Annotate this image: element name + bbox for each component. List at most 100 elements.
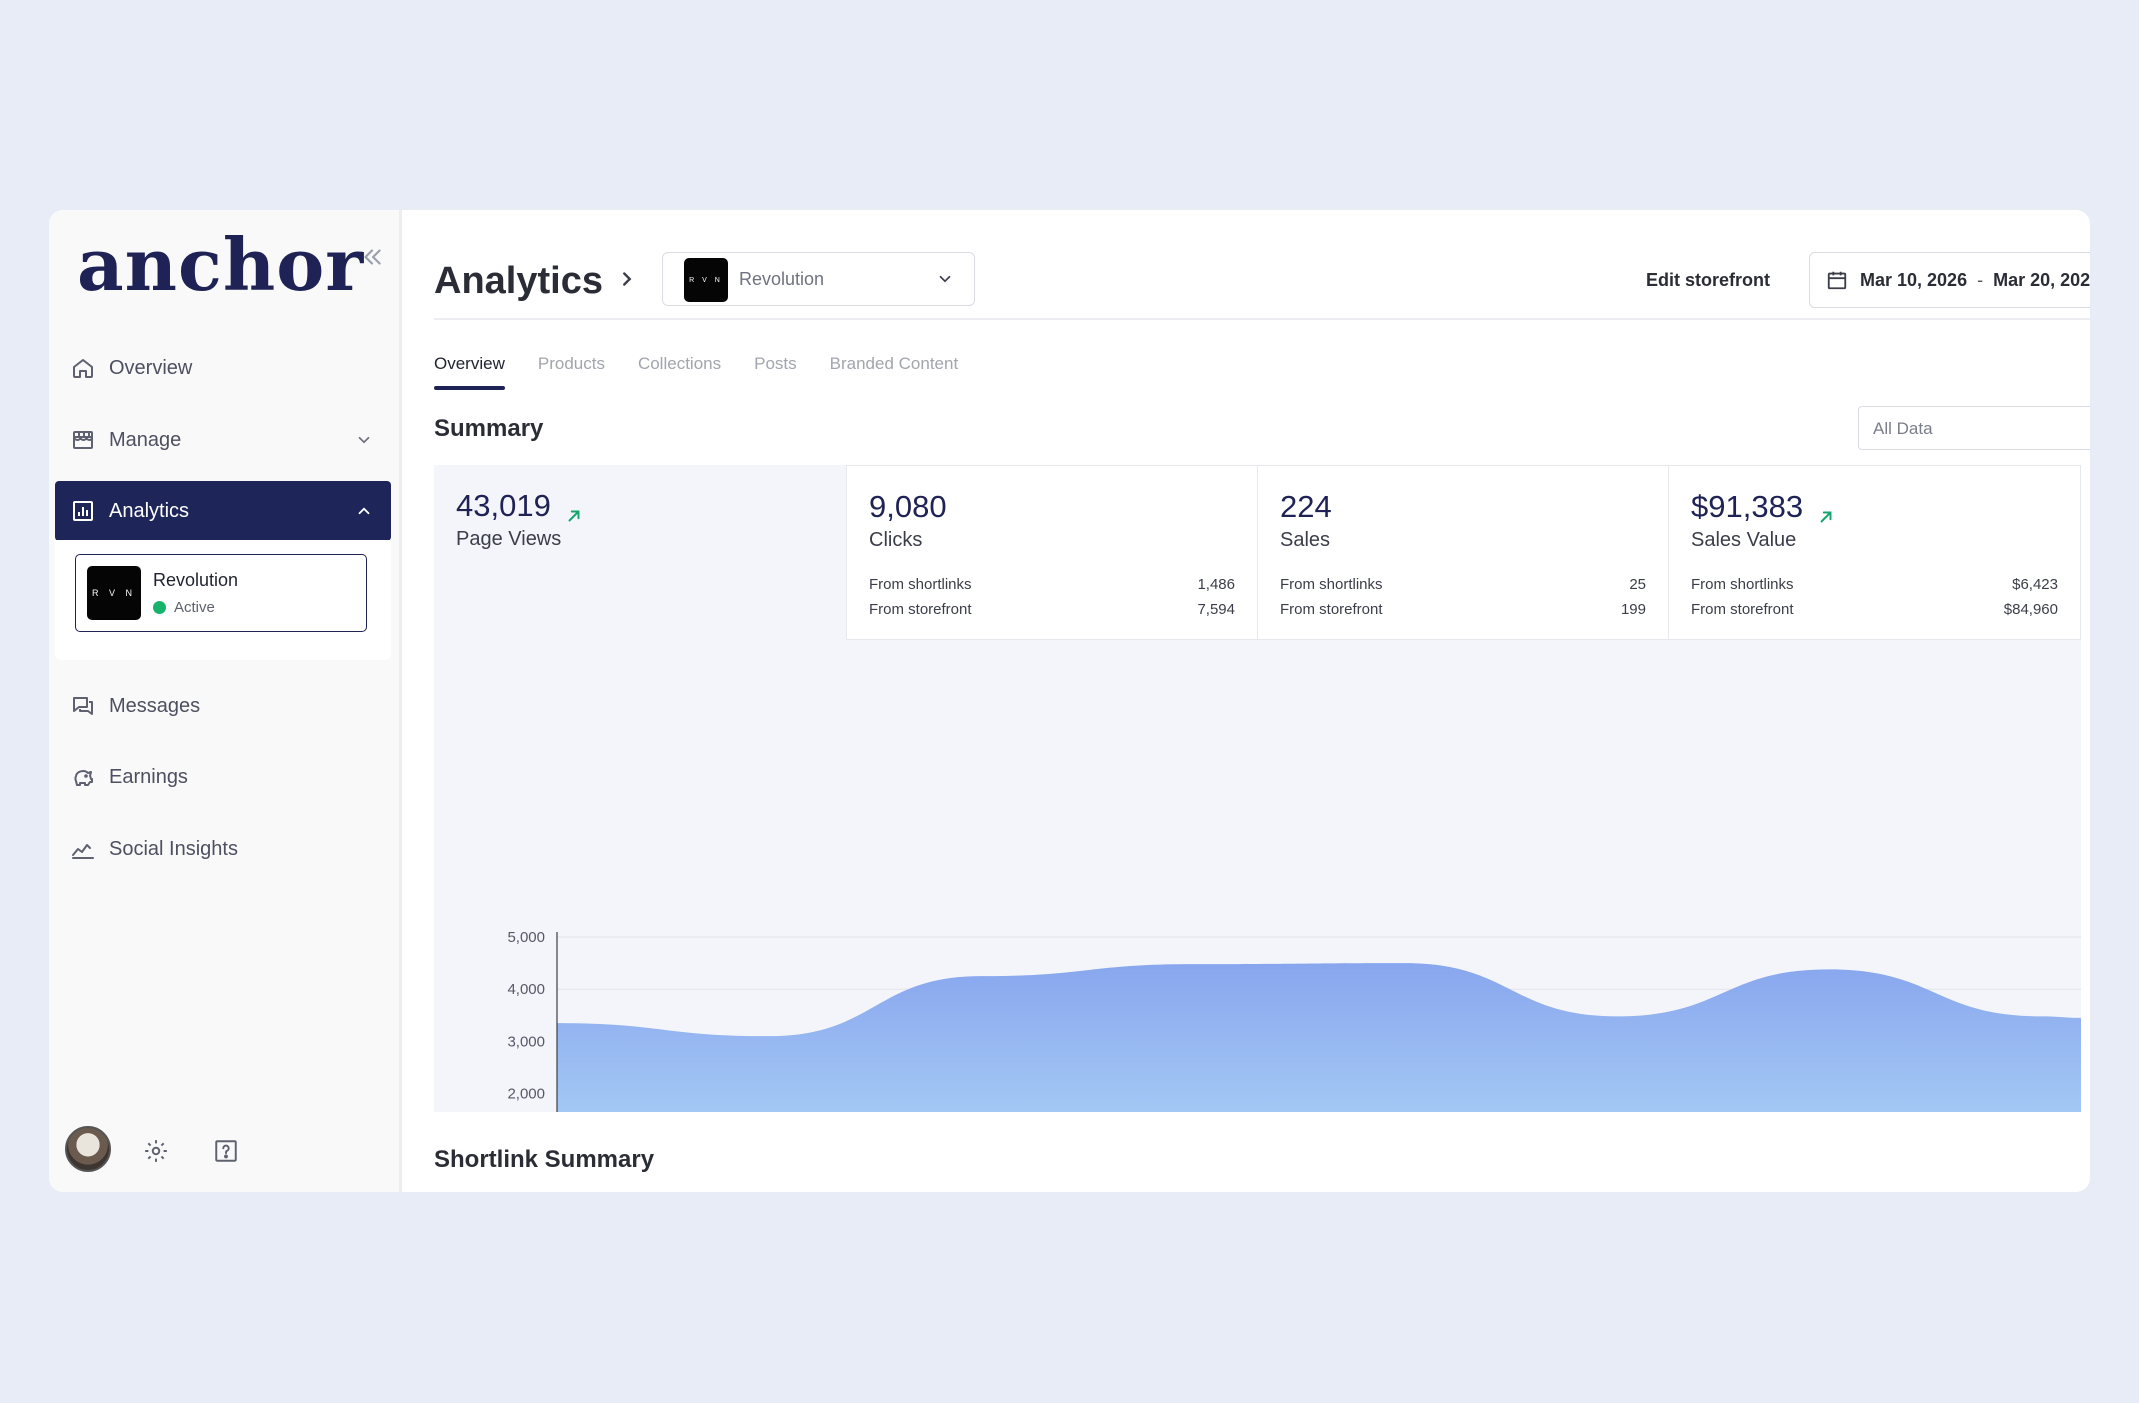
gear-icon[interactable]: [143, 1138, 169, 1164]
trend-line-icon: [71, 837, 95, 861]
page-title: Analytics: [434, 260, 603, 302]
stat-row: From shortlinks $6,423: [1691, 576, 2058, 593]
sidebar-item-social-insights[interactable]: Social Insights: [55, 819, 391, 879]
anchor-logo[interactable]: anchor: [77, 222, 365, 307]
status-dot: [153, 601, 166, 614]
header-divider: [434, 318, 2090, 320]
sidebar: anchor Overview Manage Analytics: [49, 210, 399, 1192]
chevron-right-icon: [616, 268, 638, 290]
sidebar-item-label: Manage: [109, 428, 182, 451]
stat-value: 9,080: [869, 489, 947, 525]
stat-row: From shortlinks 1,486: [869, 576, 1235, 593]
date-separator: -: [1977, 269, 1984, 290]
row-value: 199: [1620, 601, 1646, 618]
tab-products[interactable]: Products: [537, 354, 605, 373]
row-value: $6,423: [2012, 576, 2058, 593]
row-label: From storefront: [1280, 601, 1383, 618]
data-filter-select[interactable]: All Data: [1858, 406, 2090, 450]
stat-card-sales: 224 Sales From shortlinks 25 From storefr…: [1257, 465, 1669, 640]
page-views-value: 43,019: [456, 488, 551, 523]
stat-card-page-views: 43,019 Page Views: [434, 465, 846, 640]
row-label: From storefront: [1691, 601, 1794, 618]
piggy-bank-icon: [71, 765, 95, 789]
chevron-down-icon[interactable]: [355, 431, 373, 449]
sidebar-item-overview[interactable]: Overview: [55, 338, 391, 398]
chevron-down-icon: [936, 270, 954, 288]
summary-title: Summary: [434, 415, 544, 442]
area-series: [557, 963, 2081, 1112]
stat-card-sales-value: $91,383 Sales Value From shortlinks $6,42…: [1668, 465, 2081, 640]
y-tick-label: 3,000: [507, 1033, 545, 1050]
app-window: anchor Overview Manage Analytics: [49, 210, 2090, 1192]
tabs: Overview Products Collections Posts Bran…: [434, 354, 991, 390]
store-logo: R V N: [684, 258, 728, 302]
store-logo: R V N: [87, 566, 141, 620]
messages-icon: [71, 694, 95, 718]
row-value: 7,594: [1197, 601, 1235, 618]
sidebar-item-label: Earnings: [109, 765, 188, 788]
sidebar-item-label: Social Insights: [109, 837, 238, 860]
sidebar-item-earnings[interactable]: Earnings: [55, 747, 391, 807]
store-select-value: Revolution: [739, 269, 825, 289]
main-content: Analytics R V N Revolution Edit storefro…: [399, 210, 2090, 1192]
summary-panel: 43,019 Page Views 9,080 Clicks From shor…: [434, 465, 2081, 1112]
analytics-icon: [71, 499, 95, 523]
sales-value: 224: [1280, 489, 1332, 524]
stat-value: 224: [1280, 489, 1332, 525]
row-value: 25: [1629, 576, 1646, 593]
shortlink-summary-title: Shortlink Summary: [434, 1146, 655, 1173]
store-card-revolution[interactable]: R V N Revolution Active: [75, 554, 367, 632]
row-label: From storefront: [869, 601, 972, 618]
trend-up-icon: [1817, 498, 1835, 523]
row-label: From shortlinks: [1280, 576, 1383, 593]
sales-value-amount: $91,383: [1691, 489, 1804, 524]
tab-branded-content[interactable]: Branded Content: [829, 354, 959, 373]
tab-collections[interactable]: Collections: [637, 354, 722, 373]
collapse-sidebar-icon[interactable]: [359, 244, 385, 270]
y-tick-label: 4,000: [507, 981, 545, 998]
row-value: 1,486: [1197, 576, 1235, 593]
stat-value: 43,019: [456, 488, 583, 524]
y-tick-label: 2,000: [507, 1086, 545, 1103]
sidebar-item-label: Analytics: [109, 499, 190, 522]
trend-up-icon: [565, 497, 583, 522]
home-icon: [71, 356, 95, 380]
data-filter-value: All Data: [1873, 419, 1933, 438]
row-label: From shortlinks: [1691, 576, 1794, 593]
stat-row: From shortlinks 25: [1280, 576, 1646, 593]
sidebar-item-manage[interactable]: Manage: [55, 410, 391, 470]
sidebar-item-label: Messages: [109, 694, 201, 717]
stat-label: Page Views: [456, 528, 562, 550]
stat-label: Sales: [1280, 529, 1331, 551]
date-start: Mar 10, 2026: [1860, 269, 1968, 290]
calendar-icon: [1826, 269, 1848, 291]
sidebar-item-analytics[interactable]: Analytics: [55, 481, 391, 541]
stat-card-clicks: 9,080 Clicks From shortlinks 1,486 From s…: [846, 465, 1258, 640]
store-icon: [71, 428, 95, 452]
stat-row: From storefront 7,594: [869, 601, 1235, 618]
stat-value: $91,383: [1691, 489, 1835, 525]
analytics-submenu: R V N Revolution Active: [55, 540, 391, 660]
help-icon[interactable]: [213, 1138, 239, 1164]
edit-storefront-button[interactable]: Edit storefront: [1646, 270, 1770, 290]
status-text: Active: [174, 599, 215, 616]
tab-overview[interactable]: Overview: [434, 354, 505, 390]
row-label: From shortlinks: [869, 576, 972, 593]
store-status: Active: [153, 599, 215, 616]
row-value: $84,960: [2003, 601, 2058, 618]
store-select[interactable]: R V N Revolution: [662, 252, 975, 306]
tab-posts[interactable]: Posts: [754, 354, 797, 373]
clicks-value: 9,080: [869, 489, 947, 524]
sidebar-item-messages[interactable]: Messages: [55, 676, 391, 736]
stat-row: From storefront $84,960: [1691, 601, 2058, 618]
y-tick-label: 5,000: [507, 929, 545, 946]
date-end: Mar 20, 2026: [1993, 269, 2090, 290]
store-name: Revolution: [153, 570, 239, 590]
stat-label: Clicks: [869, 529, 923, 551]
sidebar-item-label: Overview: [109, 356, 193, 379]
chevron-up-icon[interactable]: [355, 502, 373, 520]
avatar[interactable]: [65, 1126, 111, 1172]
date-range-picker[interactable]: Mar 10, 2026 - Mar 20, 2026: [1809, 252, 2090, 308]
stat-label: Sales Value: [1691, 529, 1797, 551]
